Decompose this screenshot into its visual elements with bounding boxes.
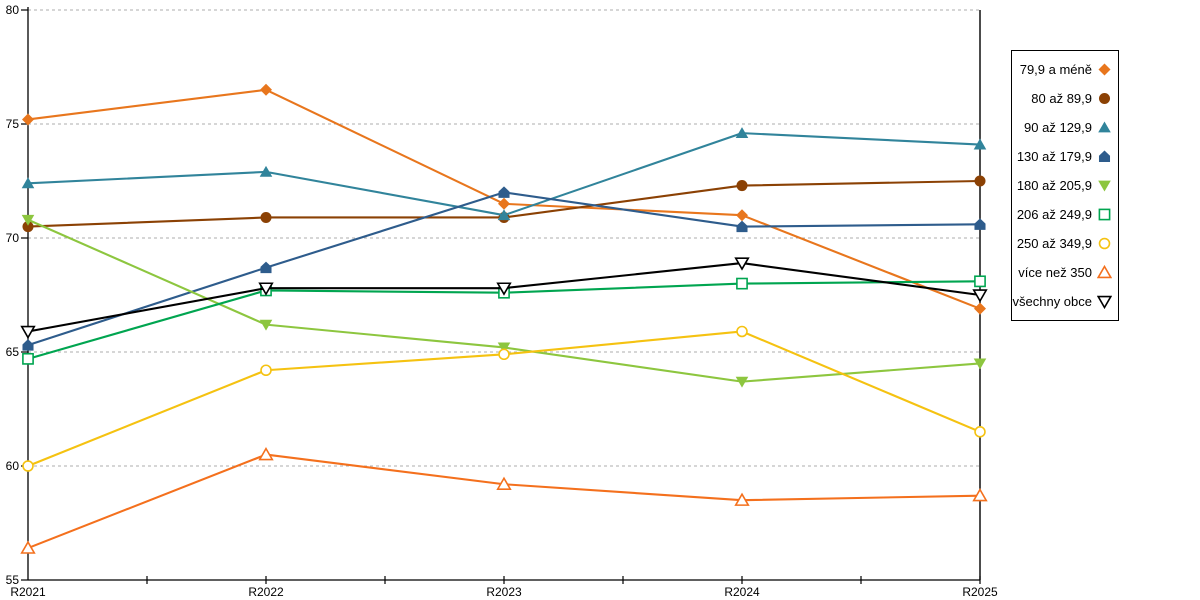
triangle-up-marker-icon — [1098, 121, 1111, 133]
y-tick-label: 60 — [6, 459, 20, 473]
triangle-down-marker-icon — [1098, 180, 1111, 192]
legend-item-79-9-a-mene: 79,9 a méně — [1014, 62, 1112, 77]
diamond-marker-icon — [1098, 63, 1111, 76]
legend-item-250-az-349-9: 250 až 349,9 — [1014, 236, 1112, 251]
legend-item-label: 80 až 89,9 — [1031, 91, 1092, 106]
legend-item-130-az-179-9: 130 až 179,9 — [1014, 149, 1112, 164]
series-79-9-a-mene — [22, 83, 986, 315]
y-axis: 80 75 70 65 60 55 — [6, 3, 29, 587]
square-marker-icon — [1098, 208, 1111, 221]
series-130-az-179-9 — [22, 186, 986, 351]
legend-item-label: 90 až 129,9 — [1024, 120, 1092, 135]
y-tick-label: 75 — [6, 117, 20, 131]
triangle-up-marker-icon — [1097, 265, 1112, 279]
x-tick-label: R2024 — [724, 585, 760, 599]
legend-item-label: 79,9 a méně — [1019, 62, 1092, 77]
legend-item-90-az-129-9: 90 až 129,9 — [1014, 120, 1112, 135]
gridlines — [28, 9, 980, 467]
circle-marker-icon — [1098, 237, 1111, 250]
series-180-az-205-9 — [21, 214, 987, 388]
circle-marker-icon — [1098, 92, 1111, 105]
y-tick-label: 65 — [6, 345, 20, 359]
x-axis: R2021 R2022 R2023 R2024 R2025 — [10, 576, 998, 599]
x-tick-label: R2025 — [962, 585, 998, 599]
pentagon-marker-icon — [1098, 150, 1111, 163]
x-tick-label: R2023 — [486, 585, 522, 599]
legend-item-label: všechny obce — [1012, 294, 1093, 309]
triangle-down-marker-icon — [1097, 295, 1112, 309]
series-vice-nez-350 — [20, 446, 988, 554]
legend-item-label: 250 až 349,9 — [1016, 236, 1092, 251]
y-tick-label: 55 — [6, 573, 20, 587]
legend-item-vsechny-obce: všechny obce — [1012, 294, 1112, 309]
legend-item-vice-nez-350: více než 350 — [1014, 265, 1112, 280]
legend-item-label: 180 až 205,9 — [1016, 178, 1092, 193]
legend-item-label: 206 až 249,9 — [1016, 207, 1092, 222]
legend-item-206-az-249-9: 206 až 249,9 — [1014, 207, 1112, 222]
y-tick-label: 80 — [6, 3, 20, 17]
x-tick-label: R2021 — [10, 585, 46, 599]
x-tick-label: R2022 — [248, 585, 284, 599]
legend-box: 79,9 a méně 80 až 89,9 90 až 129,9 130 až 1… — [1011, 50, 1119, 321]
legend-item-label: více než 350 — [1018, 265, 1092, 280]
y-tick-label: 70 — [6, 231, 20, 245]
legend-item-80-az-89-9: 80 až 89,9 — [1014, 91, 1112, 106]
series-vsechny-obce — [20, 257, 988, 340]
legend-item-label: 130 až 179,9 — [1016, 149, 1092, 164]
legend-item-180-az-205-9: 180 až 205,9 — [1014, 178, 1112, 193]
series-250-az-349-9 — [22, 325, 986, 472]
series-90-az-129-9 — [21, 127, 987, 221]
